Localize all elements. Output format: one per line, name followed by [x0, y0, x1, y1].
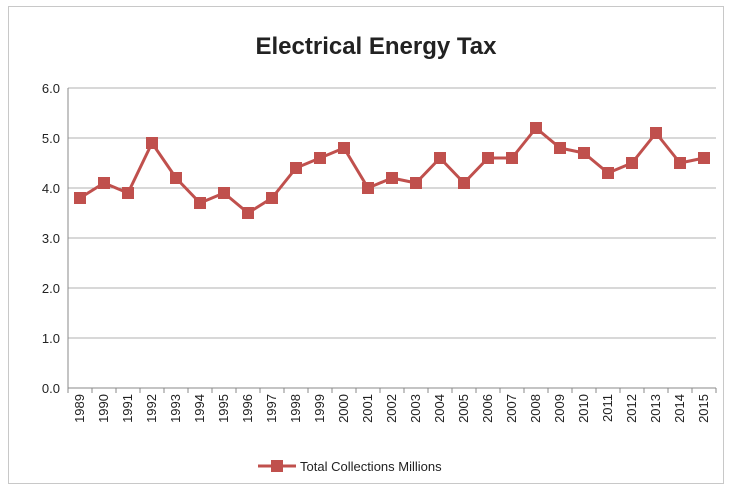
x-tick-label: 2001	[360, 394, 375, 423]
y-tick-label: 3.0	[42, 231, 60, 246]
y-axis-ticks: 0.0 1.0 2.0 3.0 4.0 5.0 6.0	[42, 81, 60, 396]
x-tick-label: 1998	[288, 394, 303, 423]
x-tick-label: 2003	[408, 394, 423, 423]
data-point	[506, 152, 518, 164]
data-point	[554, 142, 566, 154]
y-tick-label: 4.0	[42, 181, 60, 196]
x-tick-label: 1994	[192, 394, 207, 423]
x-tick-label: 1991	[120, 394, 135, 423]
y-tick-label: 1.0	[42, 331, 60, 346]
y-tick-label: 6.0	[42, 81, 60, 96]
data-point	[410, 177, 422, 189]
x-tick-label: 2008	[528, 394, 543, 423]
data-point	[698, 152, 710, 164]
x-tick-label: 1997	[264, 394, 279, 423]
data-point	[122, 187, 134, 199]
x-tick-label: 1992	[144, 394, 159, 423]
axes	[67, 88, 716, 389]
data-point	[386, 172, 398, 184]
y-tick-label: 5.0	[42, 131, 60, 146]
x-tick-label: 2014	[672, 394, 687, 423]
x-tick-label: 2002	[384, 394, 399, 423]
data-point	[434, 152, 446, 164]
chart-frame	[8, 6, 724, 484]
data-point	[362, 182, 374, 194]
x-tick-label: 2011	[600, 394, 615, 422]
x-tick-label: 1993	[168, 394, 183, 423]
y-tick-label: 0.0	[42, 381, 60, 396]
x-tick-label: 2007	[504, 394, 519, 423]
data-point	[674, 157, 686, 169]
legend-marker-swatch	[271, 460, 283, 472]
data-point	[602, 167, 614, 179]
data-point	[338, 142, 350, 154]
x-tick-label: 2005	[456, 394, 471, 423]
data-point	[242, 207, 254, 219]
x-tick-label: 1990	[96, 394, 111, 423]
x-tick-label: 2006	[480, 394, 495, 423]
legend: Total Collections Millions	[258, 459, 442, 474]
data-point	[98, 177, 110, 189]
data-point	[170, 172, 182, 184]
data-point	[626, 157, 638, 169]
x-tick-label: 1996	[240, 394, 255, 423]
x-tick-label: 2013	[648, 394, 663, 423]
x-tick-label: 1999	[312, 394, 327, 423]
chart-title: Electrical Energy Tax	[255, 33, 497, 60]
data-point	[314, 152, 326, 164]
x-tick-label: 2009	[552, 394, 567, 423]
x-tick-label: 2015	[696, 394, 711, 423]
x-tick-label: 2012	[624, 394, 639, 423]
data-point	[530, 122, 542, 134]
x-tick-label: 2010	[576, 394, 591, 423]
legend-label: Total Collections Millions	[300, 459, 442, 474]
data-point	[578, 147, 590, 159]
data-point	[290, 162, 302, 174]
x-tick-label: 1995	[216, 394, 231, 423]
data-point	[218, 187, 230, 199]
data-point	[482, 152, 494, 164]
data-point	[74, 192, 86, 204]
x-tick-label: 2004	[432, 394, 447, 423]
data-point	[266, 192, 278, 204]
data-point	[458, 177, 470, 189]
data-point	[146, 137, 158, 149]
data-point	[194, 197, 206, 209]
x-tick-label: 2000	[336, 394, 351, 423]
grid-lines	[68, 87, 716, 339]
y-tick-label: 2.0	[42, 281, 60, 296]
x-tick-label: 1989	[72, 394, 87, 423]
data-point	[650, 127, 662, 139]
x-axis-ticks: 1989 1990 1991 1992 1993 1994 1995 1996 1997 1998…	[67, 388, 717, 423]
series-layer	[74, 122, 710, 219]
